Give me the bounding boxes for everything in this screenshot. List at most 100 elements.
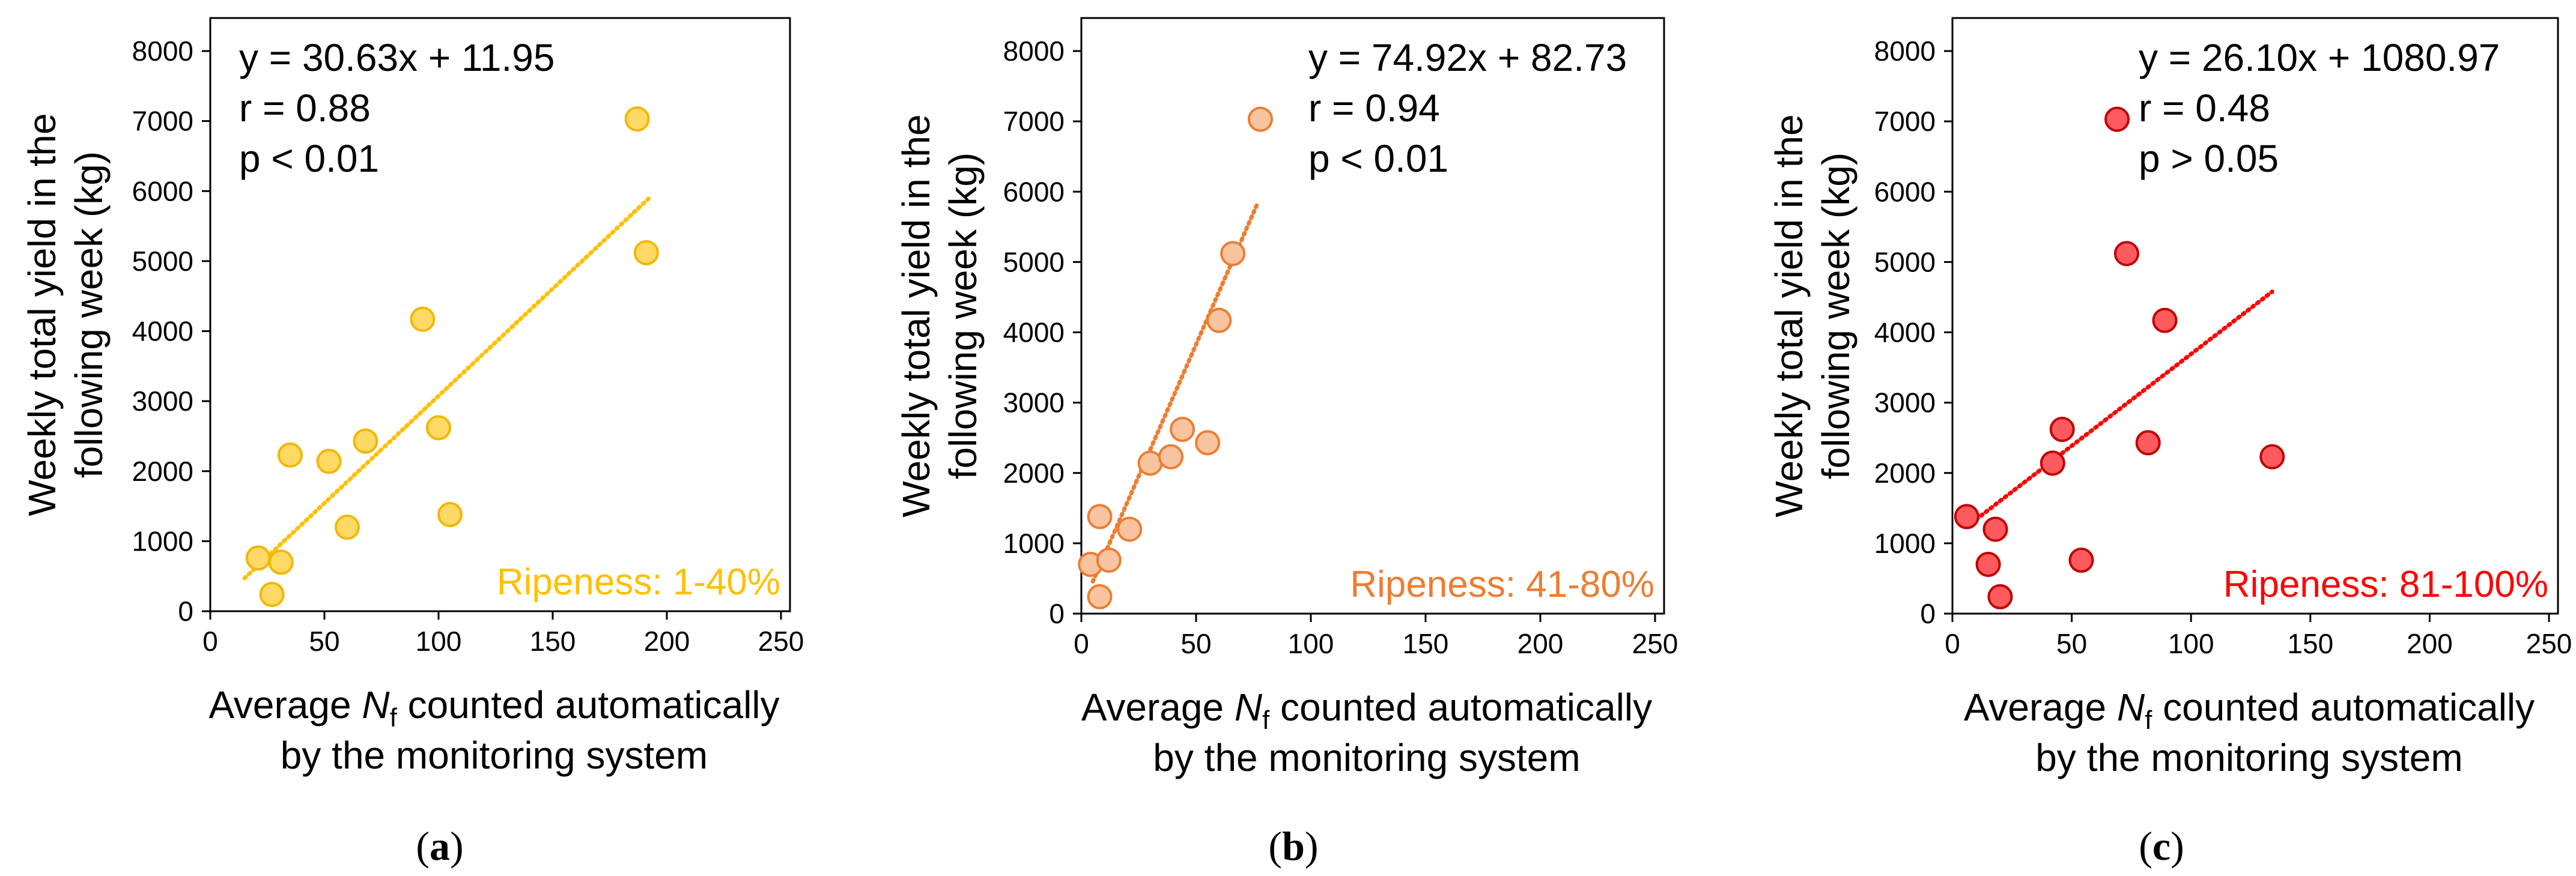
y-tick-label: 7000: [1874, 106, 1936, 137]
data-point: [1982, 516, 2008, 542]
p-value: p < 0.01: [239, 137, 379, 180]
y-axis-title-line2: following week (kg): [67, 151, 111, 478]
data-point: [1195, 430, 1221, 456]
x-axis-title-line1: Average Nf counted automatically: [1081, 686, 1652, 735]
regression-equation: y = 26.10x + 1080.97: [2139, 36, 2500, 79]
x-axis-title-sub: f: [390, 703, 398, 733]
correlation-r: r = 0.88: [239, 86, 371, 130]
x-tick-label: 250: [758, 626, 804, 657]
panel-label-close: ): [450, 823, 464, 869]
y-tick-label: 7000: [132, 106, 193, 137]
y-tick-label: 0: [1049, 598, 1065, 629]
panel-label-letter: b: [1282, 823, 1305, 869]
data-point: [268, 549, 294, 575]
data-point: [278, 442, 303, 468]
x-tick-label: 150: [2287, 628, 2333, 659]
x-axis-title-var: N: [2117, 686, 2145, 729]
x-axis-title-sub: f: [2145, 705, 2152, 735]
y-tick-label: 3000: [1003, 387, 1065, 418]
data-point: [426, 415, 451, 441]
x-axis-title-var: N: [1235, 686, 1263, 729]
x-tick-label: 50: [309, 626, 339, 657]
y-tick-label: 1000: [1874, 528, 1936, 559]
y-axis-title-line1: Weekly total yield in the: [20, 113, 64, 516]
chart-panel-c: 0 1000 2000 3000 4000 5000 6000 7000 8000 0 50 100 1…: [1767, 17, 2572, 869]
x-tick-label: 0: [1945, 628, 1960, 659]
data-point: [624, 106, 650, 132]
ripeness-label: Ripeness: 1-40%: [497, 561, 780, 603]
x-tick-label: 250: [2526, 628, 2572, 659]
y-tick-label: 5000: [1874, 246, 1936, 277]
p-value: p > 0.05: [2139, 137, 2279, 180]
panel-label-open: (: [1268, 823, 1282, 869]
y-axis-title: Weekly total yield in thefollowing week …: [1767, 114, 1858, 517]
data-point: [353, 428, 378, 454]
y-tick-label: 4000: [1003, 317, 1065, 348]
data-point: [2152, 307, 2178, 333]
y-tick-label: 2000: [1003, 458, 1065, 489]
data-point: [1247, 106, 1273, 132]
data-point: [335, 515, 360, 540]
y-axis-title-line2: following week (kg): [1814, 153, 1858, 479]
data-point: [1087, 584, 1113, 609]
x-tick-label: 150: [530, 626, 576, 657]
y-tick-label: 1000: [1003, 528, 1065, 559]
y-tick-label: 5000: [1003, 246, 1065, 277]
data-point: [1206, 307, 1232, 333]
y-tick-label: 8000: [1874, 35, 1936, 67]
x-tick-label: 200: [2407, 628, 2453, 659]
y-tick-label: 8000: [1003, 35, 1065, 67]
correlation-r: r = 0.48: [2139, 86, 2270, 130]
data-point: [2104, 106, 2130, 132]
data-point: [2049, 417, 2075, 443]
data-point: [1954, 504, 1979, 530]
plot-frame: [1080, 17, 1665, 615]
data-point: [1117, 516, 1143, 542]
x-tick-label: 100: [1288, 628, 1334, 659]
x-tick-label: 150: [1403, 628, 1449, 659]
x-axis-title-line1: Average Nf counted automatically: [208, 683, 779, 733]
panel-label-close: ): [2170, 823, 2184, 869]
data-point: [2068, 547, 2094, 573]
data-point: [2135, 430, 2161, 456]
x-tick-label: 0: [202, 626, 218, 657]
y-tick-label: 2000: [132, 456, 193, 487]
p-value: p < 0.01: [1308, 137, 1448, 180]
data-point: [410, 306, 436, 332]
panel-label-letter: a: [430, 823, 450, 869]
x-axis-title-suffix: counted automatically: [2152, 686, 2535, 729]
y-axis-title: Weekly total yield in thefollowing week …: [895, 114, 985, 517]
y-tick-label: 6000: [1003, 176, 1065, 207]
y-tick-label: 6000: [132, 175, 193, 207]
x-axis-title-line2: by the monitoring system: [281, 734, 708, 777]
x-axis-title-var: N: [362, 683, 390, 726]
y-tick-label: 2000: [1874, 458, 1936, 489]
data-point: [2259, 444, 2285, 470]
correlation-r: r = 0.94: [1308, 86, 1440, 130]
data-point: [1087, 504, 1113, 530]
trend-line: [242, 196, 651, 581]
data-point: [245, 545, 271, 571]
regression-equation: y = 30.63x + 11.95: [239, 36, 554, 79]
panel-label: (a): [416, 823, 463, 869]
data-point: [1137, 450, 1163, 476]
y-tick-label: 4000: [1874, 317, 1936, 348]
plot-frame: [1951, 17, 2559, 615]
panel-label-open: (: [2139, 823, 2152, 869]
x-axis-title-prefix: Average: [1081, 686, 1235, 729]
x-axis-title-suffix: counted automatically: [1269, 686, 1652, 729]
trend-line: [1964, 289, 2274, 529]
data-point: [259, 582, 285, 608]
panel-label-close: ): [1305, 823, 1319, 869]
y-axis-title: Weekly total yield in thefollowing week …: [20, 113, 111, 516]
ripeness-label: Ripeness: 41-80%: [1350, 564, 1654, 605]
y-axis-title-line2: following week (kg): [941, 153, 985, 479]
chart-panel-b: 0 1000 2000 3000 4000 5000 6000 7000 8000 0 50 100 1…: [895, 17, 1678, 869]
data-point: [316, 449, 342, 474]
data-point: [2113, 241, 2139, 267]
x-axis-title-line1: Average Nf counted automatically: [1964, 686, 2535, 735]
plot-frame: [209, 17, 791, 612]
panel-label-open: (: [416, 823, 430, 869]
x-axis-title-line2: by the monitoring system: [1153, 736, 1580, 779]
y-tick-label: 5000: [132, 246, 193, 277]
